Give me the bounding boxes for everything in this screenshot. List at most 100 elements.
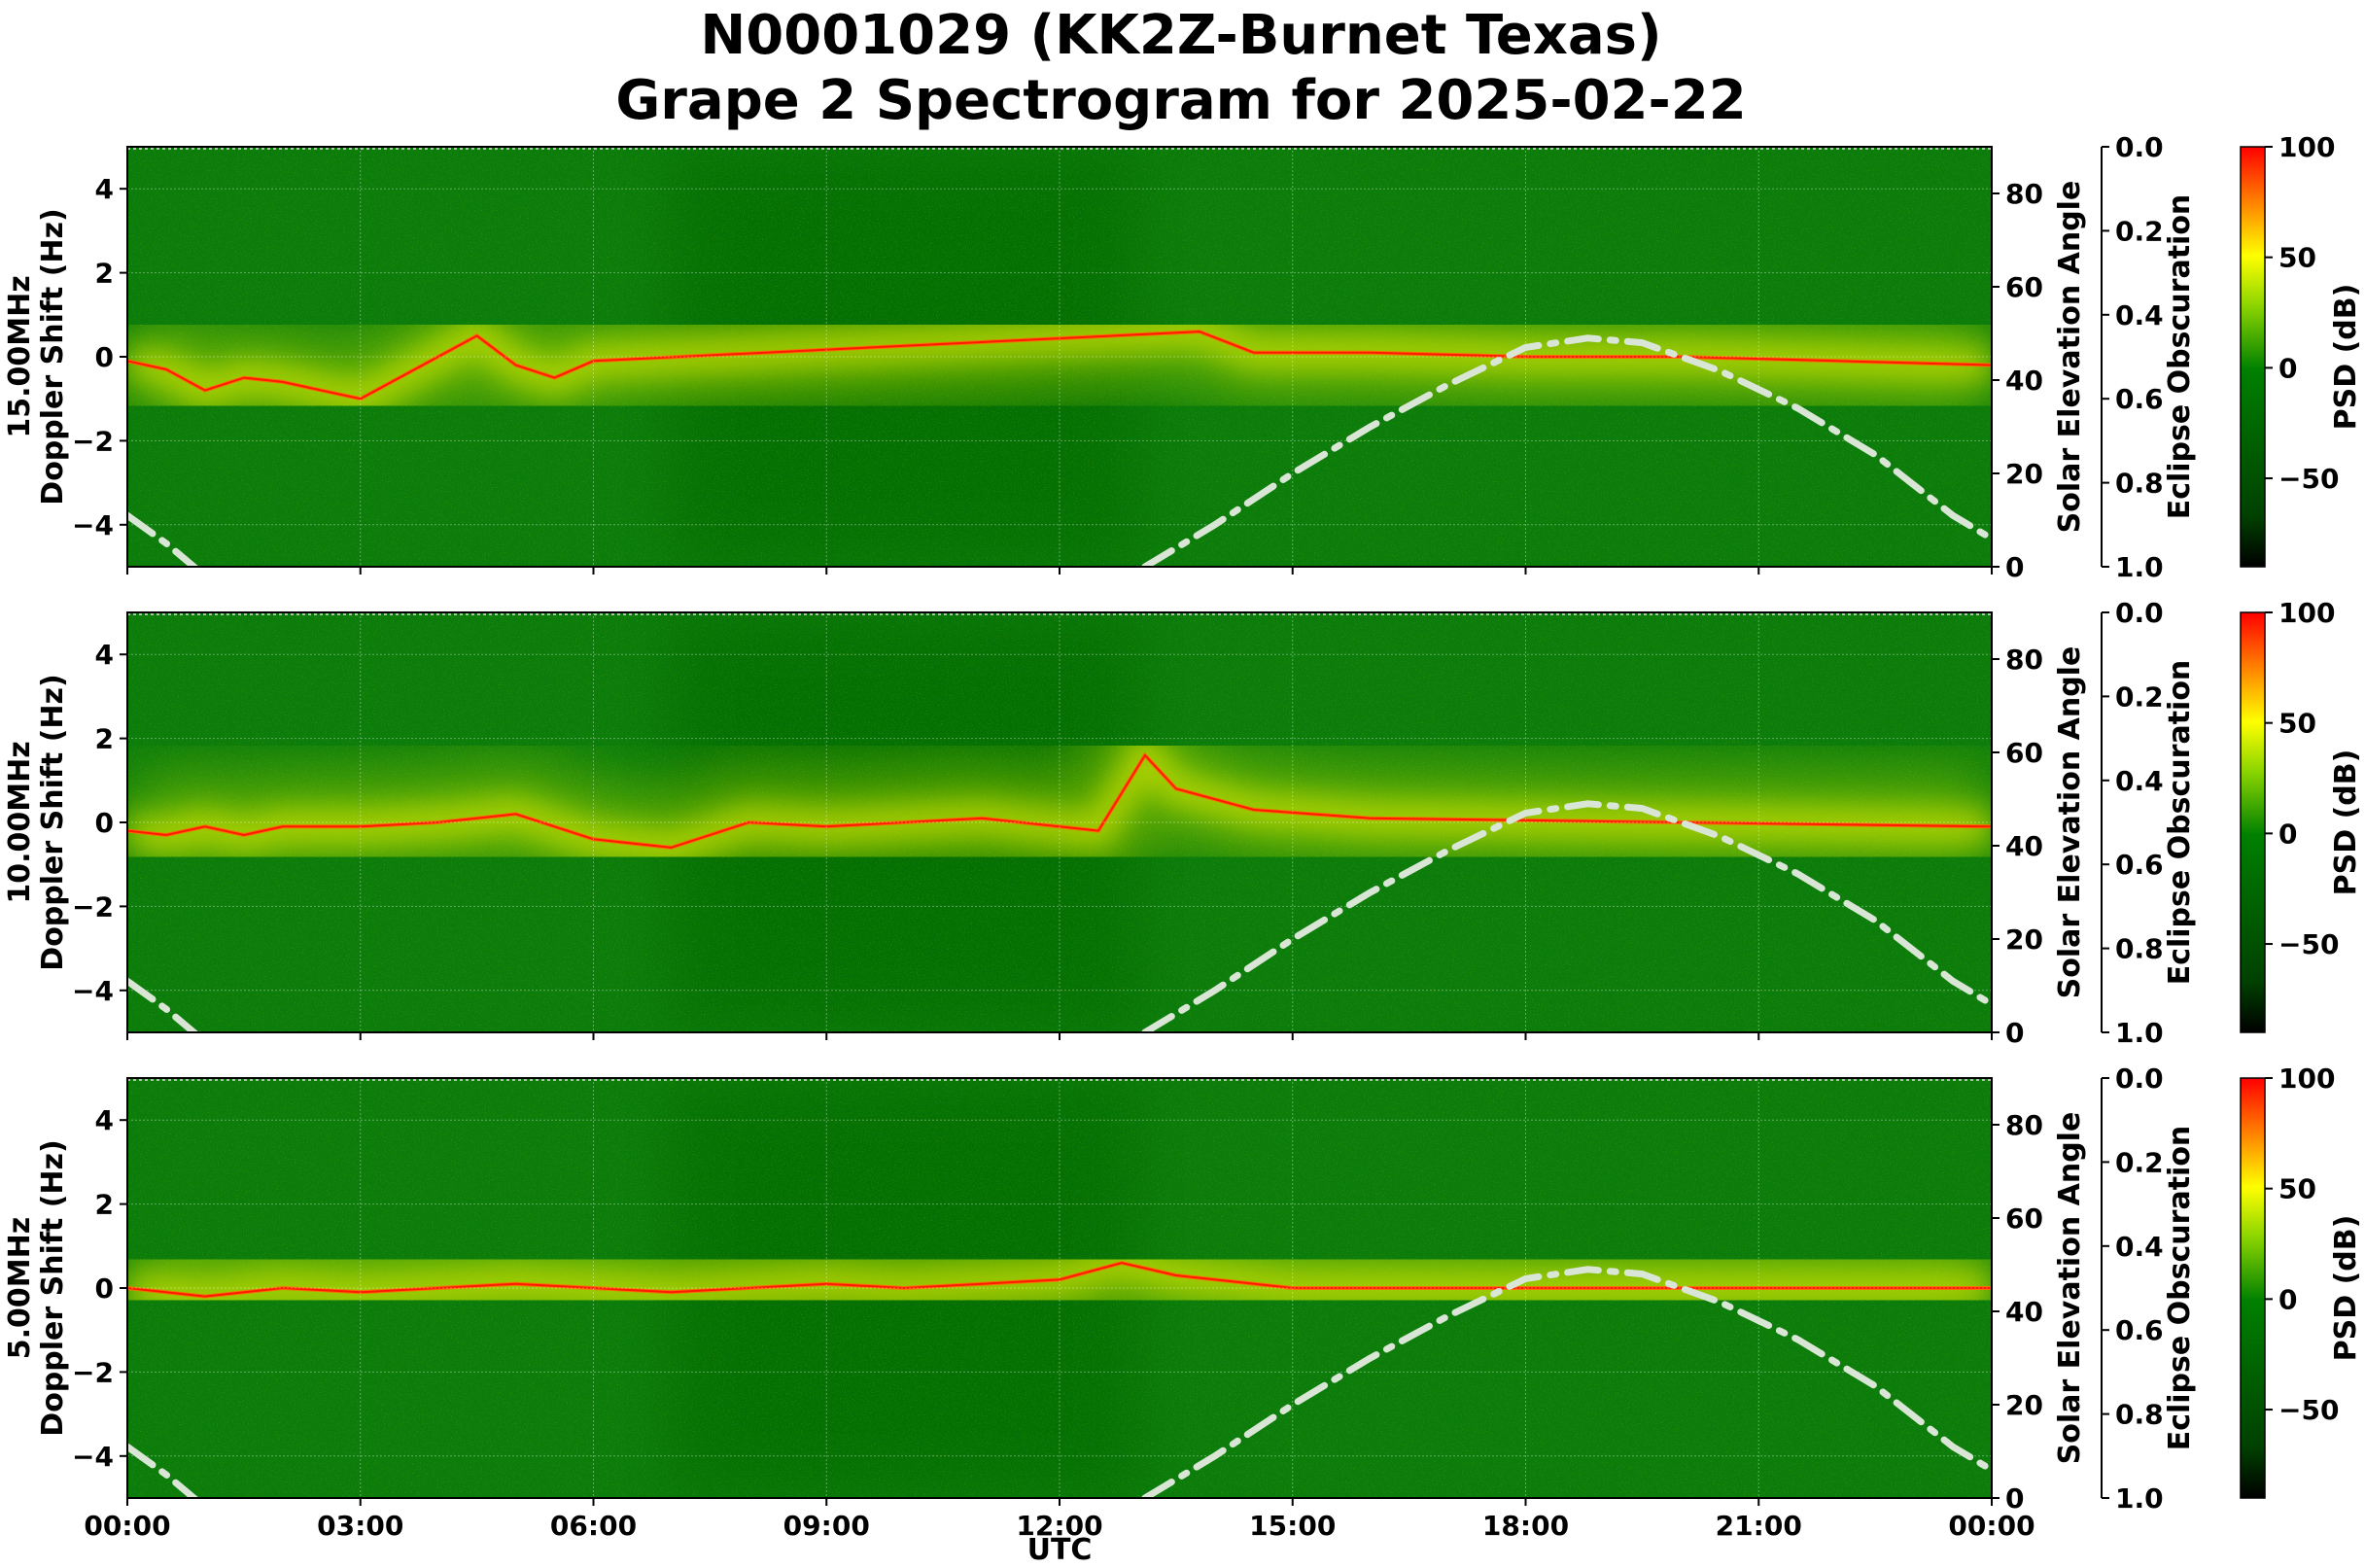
doppler-tick-label: −4 bbox=[72, 975, 114, 1007]
eclipse-tick-label: 0.8 bbox=[2115, 933, 2164, 965]
eclipse-tick-label: 0.0 bbox=[2115, 597, 2164, 629]
x-tick-label: 12:00 bbox=[1016, 1510, 1102, 1542]
panels-group: 420−2−415.00MHzDoppler Shift (Hz)8060402… bbox=[3, 131, 2363, 1542]
x-tick-label: 18:00 bbox=[1482, 1510, 1569, 1542]
solar-elevation-line bbox=[127, 511, 199, 567]
colorbar bbox=[2240, 1077, 2266, 1499]
elevation-tick-label: 0 bbox=[2005, 551, 2024, 583]
doppler-axis-label: 15.00MHzDoppler Shift (Hz) bbox=[3, 208, 70, 505]
doppler-tick-label: −2 bbox=[72, 425, 114, 457]
doppler-tick-label: 2 bbox=[95, 1189, 114, 1221]
elevation-axis-label: Solar Elevation Angle bbox=[2053, 181, 2087, 534]
chart-title-line2: Grape 2 Spectrogram for 2025-02-22 bbox=[615, 69, 1746, 132]
spectrogram-image-0 bbox=[127, 147, 1992, 567]
eclipse-tick-label: 1.0 bbox=[2115, 1482, 2164, 1515]
x-tick-label: 00:00 bbox=[1948, 1510, 2035, 1542]
doppler-tick-label: 4 bbox=[95, 1104, 114, 1136]
eclipse-tick-label: 0.4 bbox=[2115, 299, 2164, 331]
doppler-axis-label-line2: Doppler Shift (Hz) bbox=[36, 208, 70, 505]
doppler-axis-label-line2: Doppler Shift (Hz) bbox=[36, 1139, 70, 1436]
colorbar-label: PSD (dB) bbox=[2329, 284, 2363, 431]
eclipse-tick-label: 0.4 bbox=[2115, 1231, 2164, 1263]
panel-0: 420−2−415.00MHzDoppler Shift (Hz)8060402… bbox=[3, 131, 2363, 583]
solar-elevation-line bbox=[1141, 1266, 1992, 1498]
elevation-tick-label: 40 bbox=[2005, 1296, 2043, 1328]
solar-elevation-line bbox=[1141, 334, 1992, 567]
x-tick-label: 21:00 bbox=[1716, 1510, 1802, 1542]
solar-elevation-line bbox=[127, 977, 199, 1032]
colorbar-tick-label: 0 bbox=[2278, 1283, 2297, 1315]
colorbar bbox=[2240, 611, 2266, 1033]
colorbar-tick-label: 0 bbox=[2278, 352, 2297, 384]
eclipse-tick-label: 0.0 bbox=[2115, 1063, 2164, 1095]
eclipse-axis-label: Eclipse Obscuration bbox=[2163, 1126, 2197, 1451]
colorbar bbox=[2240, 146, 2266, 568]
colorbar-label: PSD (dB) bbox=[2329, 1215, 2363, 1362]
carrier-trace-core bbox=[127, 331, 1992, 401]
panel-1: 420−2−410.00MHzDoppler Shift (Hz)8060402… bbox=[3, 597, 2363, 1049]
elevation-tick-label: 60 bbox=[2005, 271, 2043, 303]
carrier-trace-core bbox=[127, 753, 1992, 849]
x-tick-label: 03:00 bbox=[317, 1510, 403, 1542]
elevation-tick-label: 0 bbox=[2005, 1482, 2024, 1515]
colorbar-label: PSD (dB) bbox=[2329, 749, 2363, 896]
doppler-axis-label-line1: 10.00MHz bbox=[3, 741, 37, 903]
carrier-trace-core bbox=[127, 1262, 1992, 1298]
eclipse-tick-label: 0.6 bbox=[2115, 383, 2164, 415]
elevation-tick-label: 60 bbox=[2005, 737, 2043, 769]
x-tick-label: 06:00 bbox=[550, 1510, 637, 1542]
elevation-axis-label: Solar Elevation Angle bbox=[2053, 646, 2087, 999]
doppler-tick-label: 4 bbox=[95, 639, 114, 671]
elevation-axis-label: Solar Elevation Angle bbox=[2053, 1112, 2087, 1465]
eclipse-tick-label: 0.4 bbox=[2115, 765, 2164, 797]
eclipse-tick-label: 0.6 bbox=[2115, 849, 2164, 881]
eclipse-tick-label: 0.2 bbox=[2115, 1146, 2164, 1178]
doppler-tick-label: 2 bbox=[95, 258, 114, 290]
x-tick-label: 00:00 bbox=[84, 1510, 170, 1542]
doppler-tick-label: 0 bbox=[95, 341, 114, 373]
doppler-tick-label: −2 bbox=[72, 1356, 114, 1388]
eclipse-tick-label: 0.2 bbox=[2115, 680, 2164, 713]
spectrogram-image-2 bbox=[127, 1078, 1992, 1498]
elevation-tick-label: 80 bbox=[2005, 644, 2043, 676]
elevation-tick-label: 80 bbox=[2005, 1109, 2043, 1141]
doppler-axis-label: 10.00MHzDoppler Shift (Hz) bbox=[3, 674, 70, 970]
spectrogram-image-1 bbox=[127, 612, 1992, 1032]
eclipse-tick-label: 0.8 bbox=[2115, 468, 2164, 500]
colorbar-tick-label: −50 bbox=[2278, 928, 2339, 960]
eclipse-axis-label: Eclipse Obscuration bbox=[2163, 194, 2197, 520]
doppler-tick-label: 0 bbox=[95, 807, 114, 839]
elevation-tick-label: 40 bbox=[2005, 830, 2043, 862]
doppler-axis-label-line2: Doppler Shift (Hz) bbox=[36, 674, 70, 970]
colorbar-tick-label: 50 bbox=[2278, 242, 2316, 274]
colorbar-tick-label: 100 bbox=[2278, 131, 2335, 163]
eclipse-axis-label: Eclipse Obscuration bbox=[2163, 660, 2197, 986]
panel-2: 420−2−45.00MHzDoppler Shift (Hz)80604020… bbox=[3, 1063, 2363, 1542]
x-tick-label: 09:00 bbox=[783, 1510, 870, 1542]
colorbar-tick-label: −50 bbox=[2278, 463, 2339, 495]
eclipse-tick-label: 1.0 bbox=[2115, 551, 2164, 583]
eclipse-tick-label: 0.2 bbox=[2115, 215, 2164, 247]
doppler-tick-label: −4 bbox=[72, 1441, 114, 1473]
doppler-tick-label: 2 bbox=[95, 723, 114, 755]
solar-elevation-line bbox=[127, 1443, 199, 1498]
elevation-tick-label: 0 bbox=[2005, 1017, 2024, 1049]
doppler-axis-label-line1: 5.00MHz bbox=[3, 1217, 37, 1359]
elevation-tick-label: 20 bbox=[2005, 1389, 2043, 1421]
elevation-tick-label: 20 bbox=[2005, 923, 2043, 956]
eclipse-tick-label: 0.8 bbox=[2115, 1399, 2164, 1431]
elevation-tick-label: 60 bbox=[2005, 1202, 2043, 1235]
eclipse-tick-label: 1.0 bbox=[2115, 1017, 2164, 1049]
chart-title-line1: N0001029 (KK2Z-Burnet Texas) bbox=[700, 4, 1661, 67]
colorbar-tick-label: 50 bbox=[2278, 1173, 2316, 1205]
eclipse-tick-label: 0.6 bbox=[2115, 1314, 2164, 1346]
colorbar-tick-label: 100 bbox=[2278, 1063, 2335, 1095]
x-axis-label: UTC bbox=[1027, 1533, 1093, 1567]
elevation-tick-label: 80 bbox=[2005, 178, 2043, 210]
colorbar-tick-label: 50 bbox=[2278, 708, 2316, 740]
doppler-tick-label: 0 bbox=[95, 1272, 114, 1305]
doppler-axis-label: 5.00MHzDoppler Shift (Hz) bbox=[3, 1139, 70, 1436]
colorbar-tick-label: −50 bbox=[2278, 1394, 2339, 1426]
eclipse-tick-label: 0.0 bbox=[2115, 131, 2164, 163]
